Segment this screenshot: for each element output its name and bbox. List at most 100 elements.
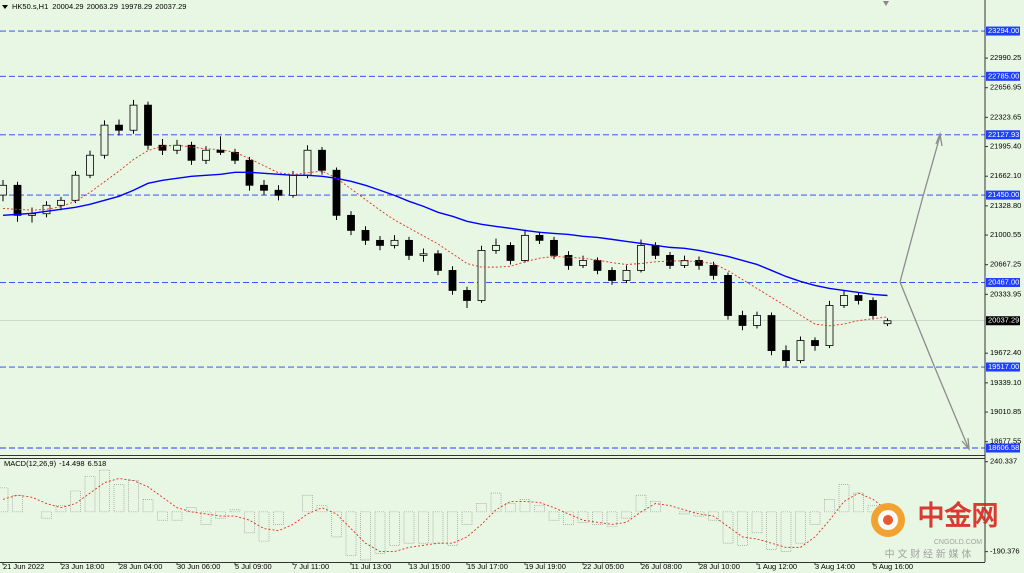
- x-tick-label: 7 Jul 11:00: [293, 562, 329, 571]
- y-tick-label: 21000.55: [990, 230, 1021, 239]
- macd-bar: [751, 511, 763, 534]
- macd-bar: [635, 494, 647, 513]
- candle-body: [100, 124, 109, 156]
- tagline: 中 文 财 经 新 媒 体: [885, 548, 972, 561]
- logo-dot: [883, 515, 893, 525]
- candle-body: [840, 295, 848, 306]
- candle-body: [0, 184, 7, 196]
- menu-triangle: [2, 5, 8, 9]
- candle-body: [361, 229, 370, 241]
- high: 20063.29: [87, 2, 118, 11]
- candle-body: [666, 254, 674, 266]
- x-tick-label: 26 Jul 08:00: [641, 562, 682, 571]
- candle-body: [13, 184, 22, 216]
- level-label: 21450.00: [988, 190, 1019, 199]
- macd-bar: [70, 490, 81, 513]
- macd-bar: [345, 511, 357, 557]
- macd-bar: [621, 511, 632, 519]
- macd-bar: [722, 511, 734, 544]
- current-price-box: [986, 316, 1020, 326]
- macd-bar: [200, 511, 212, 525]
- x-tick-label: 23 Jun 18:00: [61, 562, 104, 571]
- forecast-arrows: [899, 131, 970, 451]
- macd-bar: [766, 511, 777, 550]
- candle-body: [434, 253, 442, 271]
- level-label-box: [986, 362, 1020, 372]
- candle-body: [86, 154, 94, 176]
- candle-body: [173, 144, 181, 151]
- y-tick-label: 21328.80: [990, 201, 1021, 210]
- candle-body: [680, 260, 689, 266]
- signal-value: 6.518: [88, 459, 107, 468]
- macd-bar: [273, 511, 284, 525]
- symbol: HK50.s,H1: [12, 2, 48, 11]
- macd-bar: [84, 476, 96, 513]
- macd-bar: [186, 507, 197, 513]
- macd-bar: [476, 503, 487, 513]
- macd-bar: [258, 511, 270, 542]
- x-tick-label: 5 Aug 16:00: [873, 562, 913, 571]
- macd-bar: [534, 505, 545, 513]
- x-tick-label: 22 Jul 05:00: [583, 562, 624, 571]
- macd-bar: [824, 499, 835, 513]
- level-label: 20467.00: [988, 278, 1019, 287]
- macd-bar: [548, 511, 560, 521]
- moving-average: [2, 144, 888, 327]
- shift-marker: [883, 1, 889, 6]
- macd-bar: [12, 494, 23, 513]
- candle-body: [463, 290, 471, 301]
- x-tick-label: 21 Jun 2022: [3, 562, 44, 571]
- level-label-box: [986, 443, 1020, 453]
- macd-bar: [55, 505, 67, 513]
- x-tick-label: 1 Aug 12:00: [757, 562, 797, 571]
- macd-bar: [215, 511, 226, 519]
- candle-body: [811, 340, 819, 346]
- candle-body: [144, 104, 152, 146]
- x-tick-label: 5 Jul 09:00: [235, 562, 272, 571]
- candle-body: [303, 149, 312, 176]
- y-tick-label: 22990.25: [990, 53, 1021, 62]
- candle-body: [782, 350, 790, 362]
- x-tick-label: 15 Jul 17:00: [467, 562, 508, 571]
- level-label-box: [986, 278, 1020, 288]
- macd-bar: [679, 511, 690, 515]
- moving-average: [2, 171, 888, 297]
- candle-body: [550, 239, 558, 256]
- arrow-down: [899, 281, 969, 448]
- candle-body: [724, 275, 732, 316]
- candle-body: [709, 265, 718, 276]
- macd-bar: [577, 511, 589, 523]
- candle-body: [289, 174, 297, 196]
- candle-body: [347, 214, 355, 231]
- level-label-box: [986, 190, 1020, 200]
- macd-title: MACD(12,26,9): [4, 459, 57, 468]
- y-tick-label: 240.337: [990, 457, 1017, 466]
- x-tick-label: 19 Jul 19:00: [525, 562, 566, 571]
- macd-bar: [708, 511, 719, 521]
- macd-bar: [389, 511, 400, 546]
- macd-bar: [244, 511, 255, 534]
- macd-bar: [838, 484, 850, 513]
- macd-bar: [795, 511, 806, 544]
- plot-layer: [0, 30, 985, 561]
- macd-bar: [403, 511, 415, 544]
- macd-bar: [693, 511, 705, 517]
- macd-bar: [331, 511, 342, 538]
- candle-body: [187, 144, 196, 161]
- x-tick-label: 13 Jul 15:00: [409, 562, 450, 571]
- macd-bar: [867, 505, 879, 513]
- candle-body: [405, 239, 413, 256]
- macd-bar: [157, 511, 168, 521]
- y-tick-label: 19010.85: [990, 407, 1021, 416]
- watermark: 中金网 CNGOLD.COM 中 文 财 经 新 媒 体: [871, 500, 999, 561]
- candle-body: [854, 295, 863, 301]
- arrowhead: [935, 131, 943, 147]
- macd-header: MACD(12,26,9) -14.498 6.518: [4, 459, 106, 468]
- candle-body: [796, 340, 805, 362]
- macd-bar: [490, 492, 502, 513]
- candle-body: [318, 149, 326, 171]
- level-label: 18606.58: [988, 443, 1019, 452]
- candle-body: [158, 144, 167, 151]
- candle-body: [622, 270, 631, 281]
- candle-body: [637, 245, 645, 271]
